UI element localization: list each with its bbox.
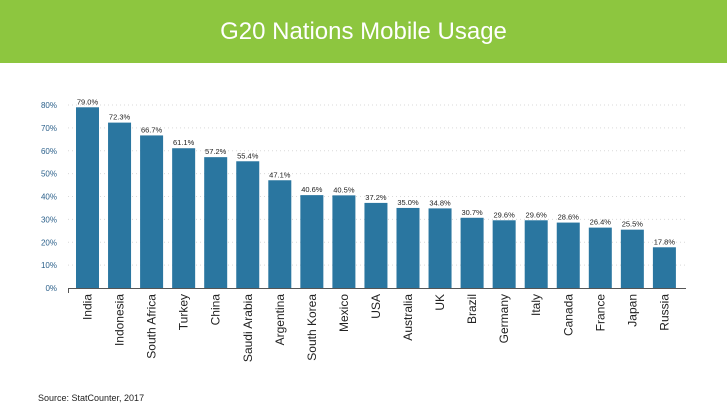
bar (172, 148, 196, 288)
bar (428, 208, 452, 288)
category-label: Germany (497, 294, 511, 343)
data-label: 37.2% (365, 193, 387, 202)
y-tick-label: 10% (41, 261, 57, 270)
data-label: 57.2% (205, 147, 227, 156)
category-label: France (593, 294, 607, 332)
data-label: 79.0% (77, 97, 99, 106)
category-label: Saudi Arabia (241, 294, 255, 362)
data-label: 55.4% (237, 151, 259, 160)
bar (268, 180, 292, 288)
data-label: 40.5% (333, 185, 355, 194)
y-tick-label: 50% (41, 170, 57, 179)
bar (364, 202, 388, 288)
data-label: 28.6% (558, 213, 580, 222)
category-label: USA (369, 294, 383, 319)
data-label: 29.6% (526, 210, 548, 219)
bar (620, 229, 644, 288)
category-label: Brazil (465, 294, 479, 324)
category-label: South Korea (305, 294, 319, 361)
bar (332, 195, 356, 288)
category-label: Mexico (337, 294, 351, 332)
category-label: South Africa (145, 294, 159, 359)
data-label: 34.8% (429, 198, 451, 207)
bar-chart: 0% 10% 20% 30% 40% 50% 60% 70% 80% 79.0% 72.3% 66.… (41, 97, 686, 362)
data-label: 30.7% (461, 208, 483, 217)
bar (76, 107, 99, 288)
category-label: Turkey (177, 294, 191, 330)
bars (76, 107, 676, 288)
bar (236, 161, 260, 288)
bar (300, 195, 324, 288)
bar (396, 207, 420, 288)
data-label: 40.6% (301, 185, 323, 194)
category-label: Italy (529, 294, 543, 316)
source-note: Source: StatCounter, 2017 (38, 393, 145, 403)
bar (108, 122, 132, 288)
category-label: Canada (561, 294, 575, 336)
bar (140, 135, 164, 288)
y-axis: 0% 10% 20% 30% 40% 50% 60% 70% 80% (41, 101, 686, 293)
y-tick-label: 0% (45, 284, 57, 293)
data-label: 29.6% (494, 210, 516, 219)
bar (460, 217, 484, 288)
data-label: 35.0% (397, 198, 419, 207)
y-tick-label: 60% (41, 147, 57, 156)
y-tick-label: 70% (41, 124, 57, 133)
bar (492, 220, 516, 288)
data-label: 25.5% (622, 220, 644, 229)
category-label: China (209, 294, 223, 326)
category-label: Indonesia (113, 294, 127, 346)
y-tick-label: 30% (41, 215, 57, 224)
bar (524, 220, 548, 288)
category-label: Argentina (273, 294, 287, 346)
data-label: 72.3% (109, 113, 131, 122)
chart-area: 0% 10% 20% 30% 40% 50% 60% 70% 80% 79.0% 72.3% 66.… (0, 63, 727, 388)
category-label: Russia (657, 294, 671, 331)
data-labels: 79.0% 72.3% 66.7% 61.1% 57.2% 55.4% 47.1% 40.6%… (77, 97, 675, 246)
data-label: 66.7% (141, 125, 163, 134)
bar (588, 227, 612, 288)
y-tick-label: 20% (41, 238, 57, 247)
category-label: Japan (625, 294, 639, 327)
data-label: 47.1% (269, 170, 291, 179)
chart-title: G20 Nations Mobile Usage (220, 17, 507, 45)
y-tick-label: 40% (41, 193, 57, 202)
y-tick-label: 80% (41, 101, 57, 110)
bar (204, 157, 228, 288)
data-label: 26.4% (590, 218, 612, 227)
data-label: 61.1% (173, 138, 195, 147)
bar (556, 222, 580, 288)
bar (652, 247, 676, 288)
data-label: 17.8% (654, 237, 676, 246)
x-axis: India Indonesia South Africa Turkey China Sau… (81, 294, 672, 362)
category-label: Australia (401, 294, 415, 341)
category-label: UK (433, 294, 447, 311)
category-label: India (81, 294, 95, 320)
chart-header: G20 Nations Mobile Usage (0, 0, 727, 63)
